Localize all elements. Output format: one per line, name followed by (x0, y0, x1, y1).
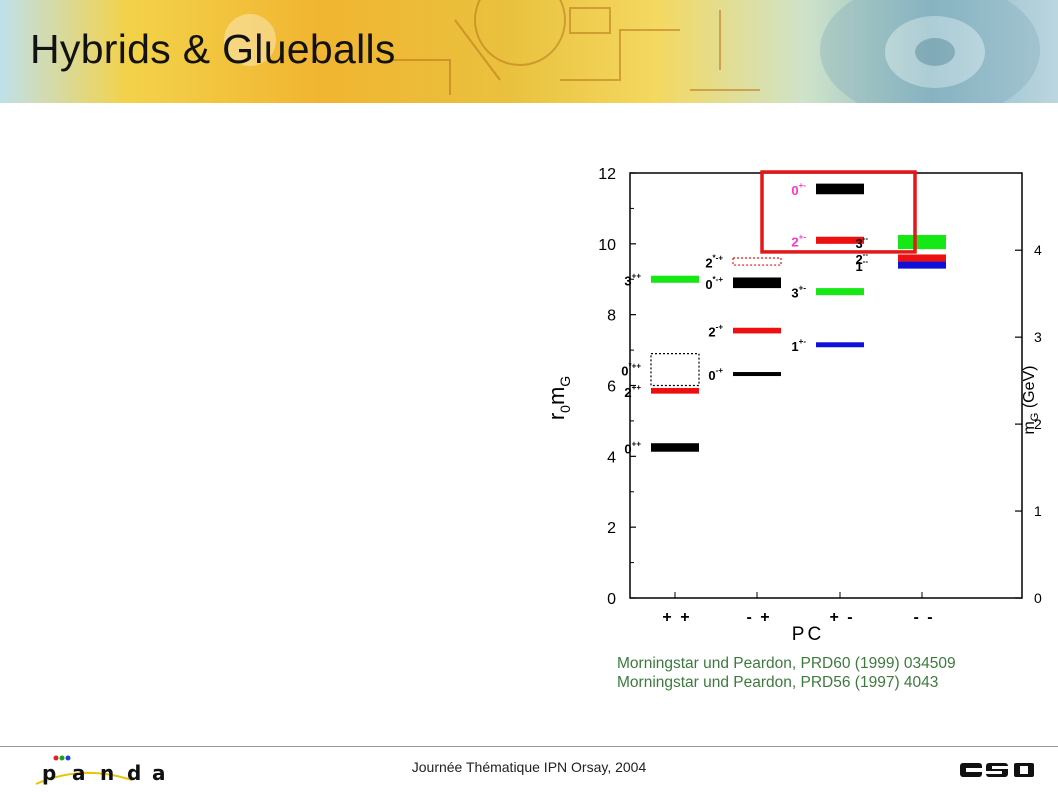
title-banner (0, 0, 1058, 103)
footer-divider (0, 746, 1058, 747)
reference-2: Morningstar und Peardon, PRD56 (1997) 40… (617, 674, 939, 691)
slide-title: Hybrids & Glueballs (30, 26, 396, 72)
level-label: 0++ (624, 439, 641, 456)
right-axis-label: mG (GeV) (1021, 365, 1041, 434)
left-tick-label: 2 (607, 520, 616, 537)
level-label: 1+- (791, 337, 806, 354)
level-label: 3-- (855, 234, 868, 251)
level-label: 1-- (855, 257, 868, 274)
level-bar (733, 327, 781, 334)
levels: 0++ 2++ 0*++ 3++ 0-+ 2-+ 0*-+ 2*-+ 1+- 3+- 2+- 0+- 1… (621, 170, 946, 456)
level-label: 2-+ (708, 323, 723, 340)
level-bar (816, 183, 864, 195)
references: Morningstar und Peardon, PRD60 (1999) 03… (617, 654, 956, 692)
level-bar (898, 234, 946, 250)
level-bar (898, 261, 946, 269)
y-axis-label: r0mG (550, 376, 573, 420)
right-tick-label: 4 (1034, 242, 1042, 258)
level-label: 0+- (791, 181, 806, 198)
level-label: 3+- (791, 284, 806, 301)
level-bar (816, 288, 864, 296)
level-bar (733, 372, 781, 377)
x-axis: + + - + + - - - (662, 592, 934, 626)
right-tick-label: 2 (1034, 416, 1042, 432)
level-bar (651, 387, 699, 394)
svg-text:a: a (72, 761, 86, 785)
left-tick-label: 6 (607, 379, 616, 396)
highlight-box (760, 170, 917, 254)
level-label: 0-+ (708, 366, 723, 383)
category-label: - - (913, 609, 934, 626)
level-label: 2-- (855, 250, 868, 267)
level-bar (898, 254, 946, 262)
level-bar (651, 443, 699, 452)
left-tick-label: 8 (607, 308, 616, 325)
level-label: 3++ (624, 271, 641, 288)
left-tick-label: 12 (598, 166, 616, 183)
level-label: 2+- (791, 232, 806, 249)
right-tick-label: 1 (1034, 503, 1042, 519)
right-tick-label: 0 (1034, 590, 1042, 606)
right-axis: 0 1 2 3 4 (1015, 242, 1042, 606)
left-tick-label: 0 (607, 591, 616, 608)
svg-text:n: n (100, 761, 114, 785)
category-label: + + (662, 609, 691, 626)
svg-text:d: d (127, 761, 141, 785)
banner-artwork (224, 0, 1040, 103)
svg-text:a: a (152, 761, 166, 785)
level-bar (651, 275, 699, 283)
level-label: 2*-+ (705, 254, 723, 271)
level-bar-excited (732, 257, 782, 266)
category-label: + - (829, 609, 854, 626)
left-axis: 0 2 4 6 8 10 12 (598, 166, 636, 608)
level-bar (816, 236, 864, 244)
level-bar-excited (650, 353, 700, 387)
right-tick-label: 3 (1034, 329, 1042, 345)
level-label: 0*++ (621, 362, 641, 379)
level-label: 0*-+ (705, 275, 723, 292)
reference-1: Morningstar und Peardon, PRD60 (1999) 03… (617, 655, 956, 672)
category-label: - + (746, 609, 771, 626)
level-bar (816, 342, 864, 348)
left-tick-label: 10 (598, 237, 616, 254)
left-tick-label: 4 (607, 449, 616, 466)
footer-text: Journée Thématique IPN Orsay, 2004 (411, 759, 647, 775)
svg-text:p: p (42, 761, 56, 785)
level-label: 2++ (624, 383, 641, 400)
level-bar (733, 277, 781, 289)
gsi-logo (960, 763, 1034, 777)
x-axis-label: PC (792, 624, 824, 645)
